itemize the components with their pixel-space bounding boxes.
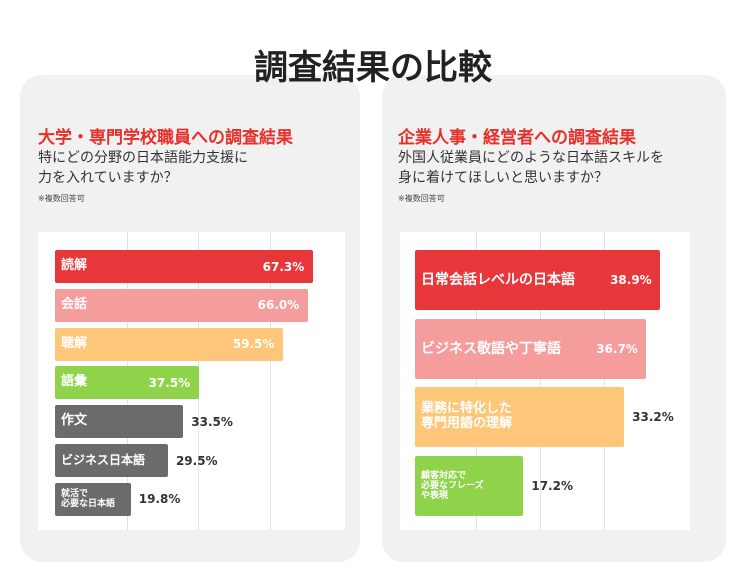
category-label: 顧客対応で 必要なフレーズ や表現 [421, 470, 484, 502]
value-label: 67.3% [262, 259, 305, 274]
bar [55, 482, 131, 516]
bar [415, 456, 524, 517]
subtitle: 外国人従業員にどのような日本語スキルを 身に着けてほしいと思いますか？ [398, 150, 664, 186]
category-label: 語彙 [61, 374, 88, 390]
value-label: 33.2% [632, 410, 674, 425]
value-label: 59.5% [232, 337, 275, 352]
bar [55, 444, 168, 477]
value-label: 33.5% [191, 414, 233, 429]
bar [415, 387, 625, 448]
value-label: 36.7% [596, 341, 638, 356]
value-label: 38.9% [610, 273, 652, 287]
bar [415, 318, 647, 379]
value-label: 17.2% [531, 479, 573, 494]
chart-title: 企業人事・経営者への調査結果 [398, 128, 636, 148]
grid-line [270, 232, 271, 530]
bar [415, 250, 661, 310]
category-label: 作文 [61, 413, 88, 429]
value-label: 37.5% [148, 375, 191, 390]
category-label: 会話 [61, 296, 88, 312]
grid-line [604, 232, 605, 530]
subtitle: 特にどの分野の日本語能力支援に 力を入れていますか？ [38, 150, 248, 186]
note: ※複数回答可 [398, 194, 445, 203]
category-label: 業務に特化した 専門用語の理解 [421, 401, 513, 432]
bar [55, 366, 199, 400]
category-label: 聴解 [61, 335, 88, 351]
grid-line [476, 232, 477, 530]
bar [55, 250, 313, 283]
page-title: 調査結果の比較 [254, 48, 492, 88]
category-label: ビジネス日本語 [61, 452, 146, 467]
category-label: 読解 [61, 258, 88, 274]
bar [55, 288, 308, 322]
note: ※複数回答可 [38, 194, 85, 203]
category-label: ビジネス敬語や丁寧語 [421, 340, 561, 357]
value-label: 66.0% [257, 298, 300, 313]
grid-line [540, 232, 541, 530]
bar [55, 405, 184, 439]
bar [55, 327, 283, 361]
chart-title: 大学・専門学校職員への調査結果 [38, 128, 293, 148]
category-label: 日常会話レベルの日本語 [421, 271, 575, 288]
category-label: 就活で 必要な日本語 [61, 488, 116, 510]
value-label: 19.8% [138, 492, 181, 507]
value-label: 29.5% [175, 453, 218, 468]
